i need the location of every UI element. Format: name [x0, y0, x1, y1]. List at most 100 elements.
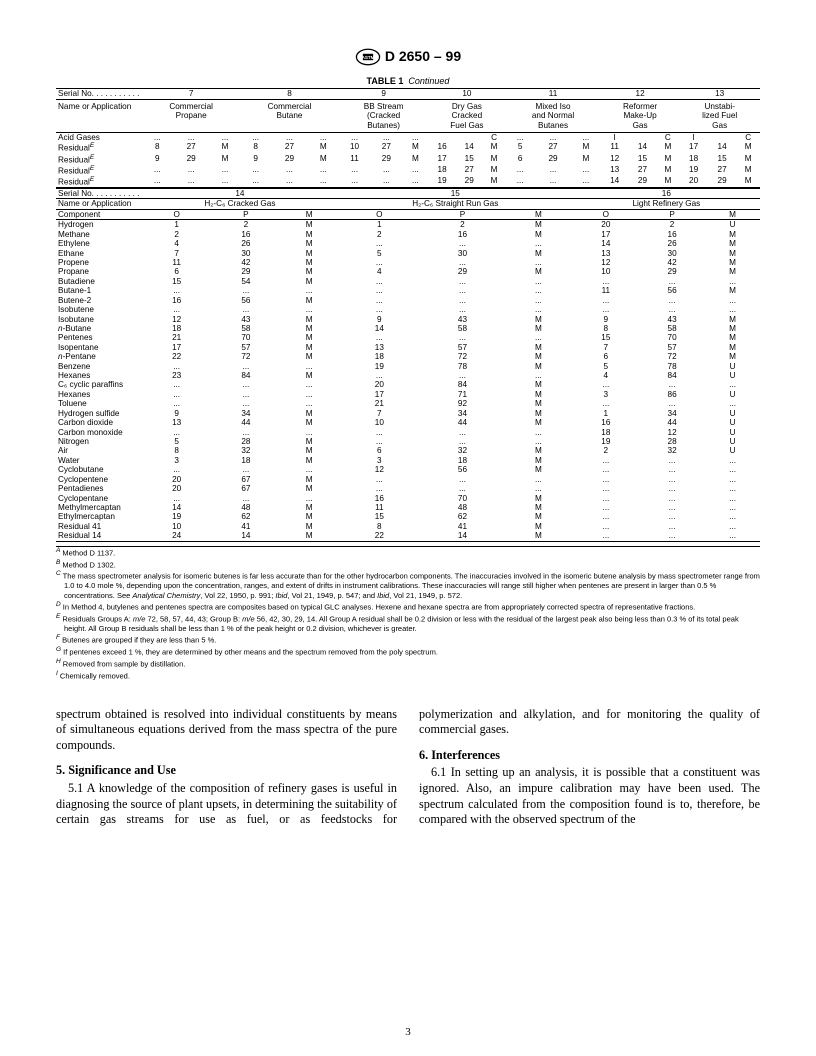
cell: 44 [639, 418, 705, 427]
cell: M [705, 286, 760, 295]
opm-header: M [281, 209, 338, 219]
cell: 7 [573, 343, 639, 352]
cell: 86 [639, 390, 705, 399]
cell: 2 [573, 446, 639, 455]
cell: M [504, 267, 573, 276]
component-name: Water [56, 456, 142, 465]
cell: M [281, 418, 338, 427]
cell: 70 [211, 333, 280, 342]
cell: 34 [421, 409, 504, 418]
cell: U [705, 362, 760, 371]
cell: M [504, 352, 573, 361]
cell: 70 [421, 494, 504, 503]
cell: ... [504, 428, 573, 437]
cell: M [705, 333, 760, 342]
cell: ... [281, 428, 338, 437]
cell: 16 [573, 418, 639, 427]
cell: M [504, 446, 573, 455]
cell: 12 [338, 465, 421, 474]
opm-header: P [211, 209, 280, 219]
cell: 15 [456, 154, 483, 165]
cell: 4 [338, 267, 421, 276]
cell: M [705, 315, 760, 324]
cell: M [504, 399, 573, 408]
cell: M [281, 315, 338, 324]
cell: I [601, 132, 629, 142]
cell: ... [505, 176, 535, 188]
cell: ... [421, 286, 504, 295]
cell: 2 [211, 220, 280, 230]
cell: ... [142, 362, 211, 371]
cell: ... [571, 176, 601, 188]
cell: M [705, 324, 760, 333]
cell: M [736, 165, 760, 176]
opm-header: M [705, 209, 760, 219]
cell: M [281, 352, 338, 361]
cell: 10 [338, 418, 421, 427]
cell: 14 [629, 142, 657, 153]
application-name: ReformerMake-UpGas [601, 99, 680, 132]
cell: U [705, 409, 760, 418]
cell: 57 [421, 343, 504, 352]
cell: M [281, 333, 338, 342]
cell: ... [504, 475, 573, 484]
opm-header: O [573, 209, 639, 219]
cell: M [504, 512, 573, 521]
cell: M [402, 142, 428, 153]
cell: ... [281, 494, 338, 503]
table-title: TABLE 1 Continued [56, 76, 760, 86]
cell: M [281, 475, 338, 484]
cell: M [281, 456, 338, 465]
cell: ... [173, 176, 210, 188]
cell: M [504, 315, 573, 324]
cell: 19 [573, 437, 639, 446]
cell: ... [338, 333, 421, 342]
cell: 62 [421, 512, 504, 521]
footnote: E Residuals Groups A: m/e 72, 58, 57, 44… [64, 613, 760, 633]
component-name: Hydrogen sulfide [56, 409, 142, 418]
cell: I [679, 132, 707, 142]
cell: ... [573, 512, 639, 521]
cell: ... [573, 475, 639, 484]
cell: 14 [573, 239, 639, 248]
cell: ... [639, 456, 705, 465]
cell: 7 [142, 249, 211, 258]
cell: ... [211, 305, 280, 314]
cell: ... [338, 296, 421, 305]
cell: ... [211, 286, 280, 295]
cell: ... [211, 465, 280, 474]
cell: 20 [573, 220, 639, 230]
cell: 29 [271, 154, 308, 165]
cell: U [705, 371, 760, 380]
opm-header: P [639, 209, 705, 219]
cell: 67 [211, 484, 280, 493]
cell: ... [573, 503, 639, 512]
cell: 5 [573, 362, 639, 371]
component-name: Hexanes [56, 371, 142, 380]
cell: ... [639, 380, 705, 389]
cell: ... [210, 176, 241, 188]
cell: U [705, 437, 760, 446]
cell: ... [370, 176, 402, 188]
cell: 6 [573, 352, 639, 361]
cell: 57 [211, 343, 280, 352]
row-label: ResidualE [56, 142, 142, 153]
cell: M [281, 296, 338, 305]
cell: ... [504, 333, 573, 342]
cell: 84 [421, 380, 504, 389]
serial-label: Serial No. . . . . . . . . . . [56, 189, 142, 199]
component-name: Butene-2 [56, 296, 142, 305]
cell: ... [421, 239, 504, 248]
cell: 13 [601, 165, 629, 176]
cell [708, 132, 736, 142]
cell: 24 [142, 531, 211, 541]
cell: ... [421, 475, 504, 484]
cell: ... [240, 176, 271, 188]
cell: 56 [211, 296, 280, 305]
cell: 21 [142, 333, 211, 342]
cell: ... [308, 165, 339, 176]
cell: M [281, 512, 338, 521]
cell: M [504, 249, 573, 258]
cell: 23 [142, 371, 211, 380]
cell: 18 [211, 456, 280, 465]
